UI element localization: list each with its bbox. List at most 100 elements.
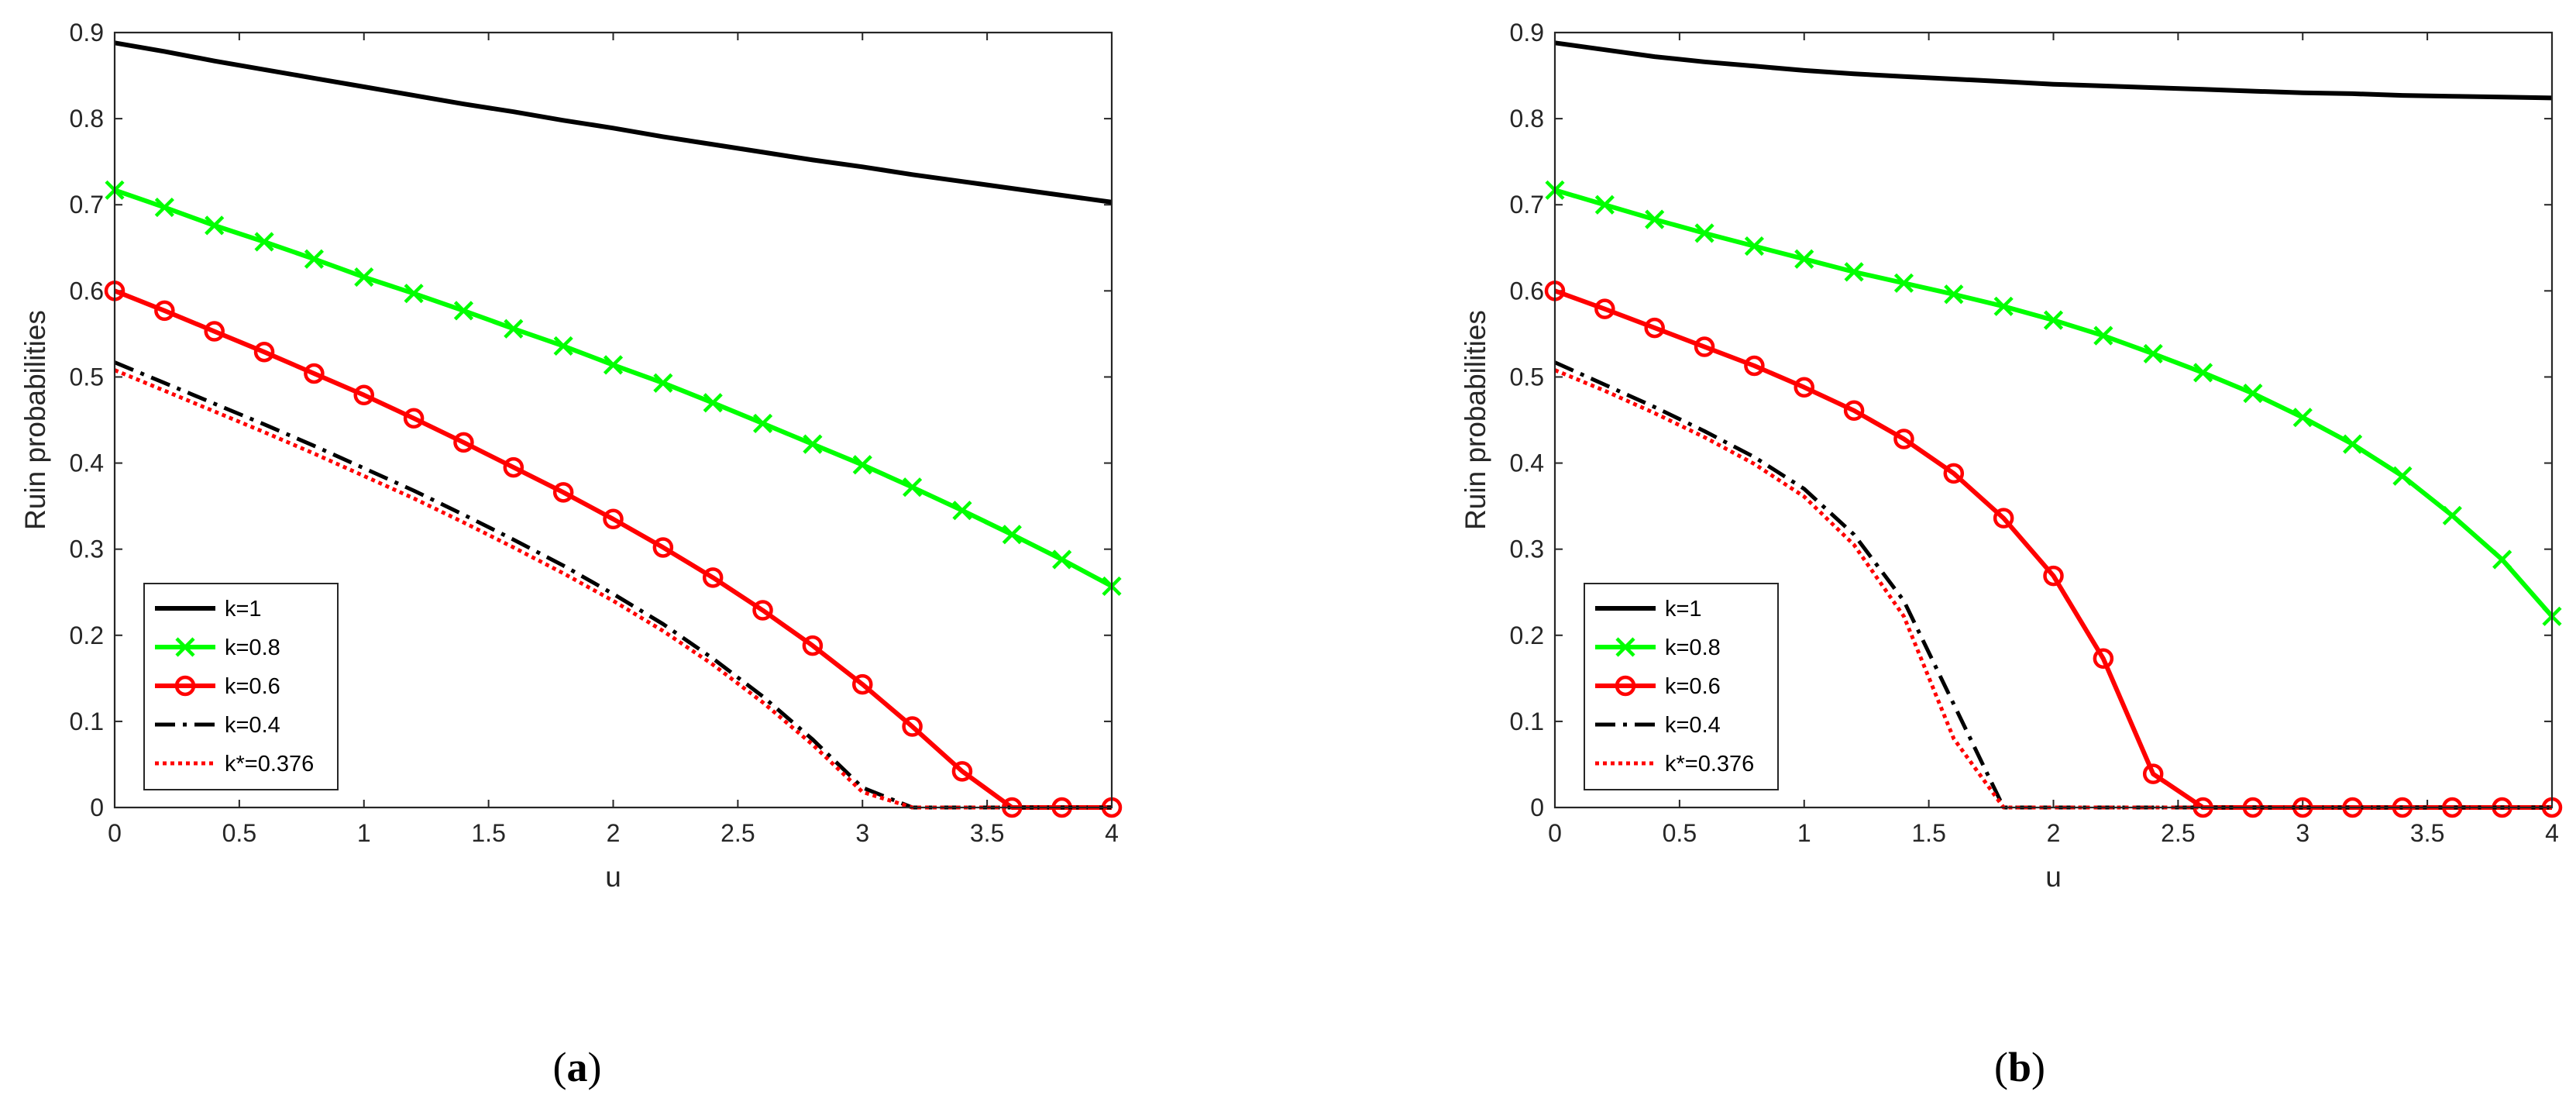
svg-text:(a): (a) [553,1044,602,1090]
x-tick-label: 3.5 [970,819,1004,847]
data-point-circle [1794,377,1814,398]
y-tick-label: 0.6 [1510,277,1544,305]
y-tick-label: 0 [1530,794,1544,821]
data-point-cross [703,393,723,413]
data-point-cross [1052,549,1072,570]
data-point-cross [653,373,673,393]
y-tick-label: 0.2 [70,622,104,649]
y-axis-label: Ruin probabilities [19,310,51,530]
y-axis-label: Ruin probabilities [1460,310,1491,530]
data-point-cross [2043,310,2064,330]
data-point-cross [2492,549,2512,570]
data-point-cross [1993,296,2014,316]
y-tick-label: 0.7 [1510,191,1544,219]
data-point-cross [2442,505,2462,525]
x-tick-label: 3 [855,819,869,847]
data-point-circle [253,341,275,363]
data-point-cross [2343,434,2363,454]
y-tick-label: 0.7 [70,191,104,219]
y-tick-label: 0.4 [1510,449,1544,477]
data-point-cross [404,284,424,304]
legend-label-3: k=0.6 [1665,674,1721,699]
data-point-circle [503,456,524,478]
data-point-cross [2392,466,2413,486]
data-point-cross [1645,209,1665,229]
y-tick-label: 0.6 [70,277,104,305]
data-point-cross [205,215,225,236]
x-tick-label: 2.5 [721,819,755,847]
legend-label-2: k=0.8 [1665,635,1721,660]
data-point-cross [603,355,624,375]
data-point-cross [1893,273,1914,293]
data-point-circle [2043,565,2064,587]
data-point-cross [1002,525,1022,545]
data-point-cross [504,319,524,339]
data-point-circle [603,508,624,530]
data-point-cross [2093,325,2113,346]
data-point-cross [752,413,773,434]
caption-b-letter: b [2008,1044,2031,1090]
x-tick-label: 1.5 [471,819,505,847]
y-tick-label: 0 [90,794,104,821]
data-point-circle [1594,298,1615,319]
legend-label-1: k=1 [225,597,262,622]
data-point-circle [802,635,824,656]
legend-label-3: k=0.6 [225,674,280,699]
y-tick-label: 0.1 [70,708,104,735]
data-point-cross [952,501,972,521]
legend-marker-cross [175,637,195,657]
data-point-circle [1843,400,1865,422]
data-point-circle [304,363,325,384]
data-point-circle [353,384,374,406]
legend-marker-circle [1615,675,1636,697]
data-point-circle [1893,429,1914,449]
y-tick-label: 0.8 [1510,105,1544,133]
axes-frame [1553,31,2554,809]
data-point-cross [2143,343,2163,364]
data-point-cross [453,301,474,321]
data-point-circle [453,432,474,453]
x-axis-label: u [2045,861,2062,893]
data-point-circle [552,482,574,503]
series-line-1 [114,40,1113,205]
legend-marker-cross [1615,637,1635,657]
data-point-cross [1594,195,1615,215]
data-point-circle [204,321,225,342]
svg-text:(b): (b) [1994,1044,2045,1090]
legend-label-5: k*=0.376 [225,752,314,776]
series-line-3 [113,288,1112,810]
x-tick-label: 1.5 [1911,819,1945,847]
legend-label-5: k*=0.376 [1665,752,1754,776]
y-tick-label: 0.5 [1510,363,1544,391]
data-point-circle [1644,317,1665,339]
x-tick-label: 0 [1548,819,1562,847]
data-point-circle [752,600,773,621]
legend-label-2: k=0.8 [225,635,280,660]
data-point-cross [1744,236,1764,257]
panel-b: 0 0.1 0.2 0.3 0.4 0.5 0.6 0.7 0.8 0.9 0 0.5 1 1.5 2 2.5… [1460,19,2563,893]
data-point-circle [652,537,674,558]
data-point-cross [1844,262,1864,282]
caption-a: (a) [553,1044,602,1090]
x-tick-label: 4 [1105,819,1119,847]
caption-b: (b) [1994,1044,2045,1090]
data-point-cross [1944,284,1964,305]
series-line-5 [114,368,1112,810]
data-point-circle [1744,355,1765,377]
axes-frame [113,31,1113,809]
y-tick-label: 0.3 [1510,535,1544,563]
data-point-cross [2292,408,2313,428]
x-tick-label: 3 [2296,819,2309,847]
x-tick-label: 3.5 [2410,819,2444,847]
data-point-cross [2193,363,2213,383]
data-point-circle [852,673,873,695]
data-point-cross [254,232,274,252]
x-tick-label: 2 [2047,819,2061,847]
data-point-circle [902,716,923,737]
y-tick-label: 0.4 [70,449,104,477]
caption-a-letter: a [567,1044,588,1090]
x-tick-label: 2 [607,819,621,847]
series-line-1 [1554,40,2553,101]
data-point-cross [1694,223,1714,243]
data-point-circle [154,300,175,322]
